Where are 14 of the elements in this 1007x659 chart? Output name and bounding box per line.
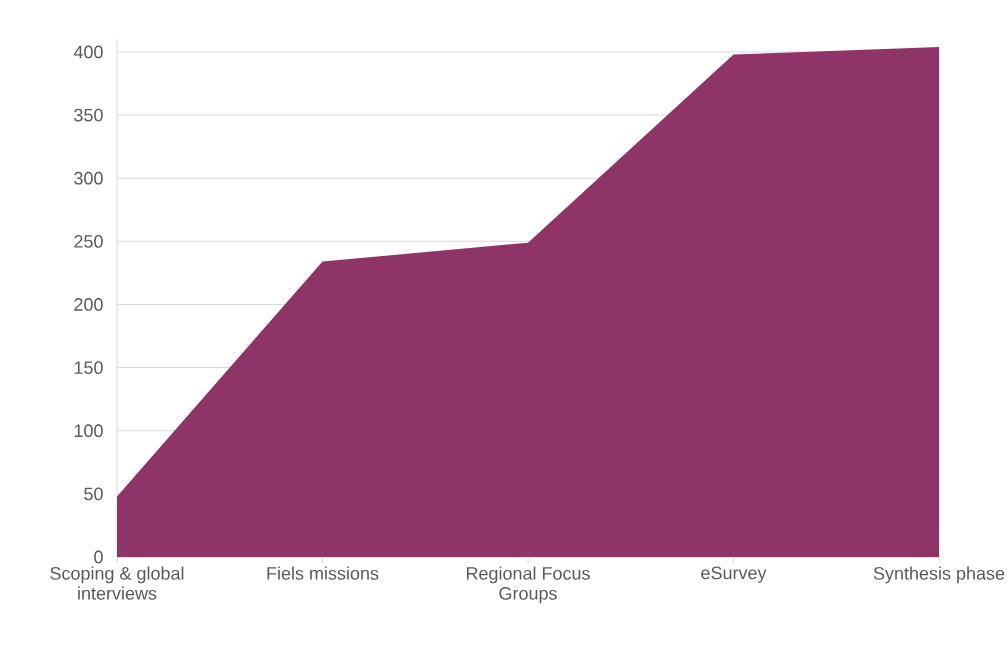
y-tick-label: 50 <box>84 487 103 501</box>
y-tick-label: 350 <box>74 108 103 122</box>
y-tick-label: 150 <box>74 361 103 374</box>
y-tick-label: 0 <box>94 550 103 564</box>
x-tick-label: Fiels missions <box>267 566 379 580</box>
y-tick-label: 250 <box>74 234 103 248</box>
y-tick-label: 200 <box>74 298 103 311</box>
x-tick-label: Scoping & global interviews <box>50 566 184 600</box>
y-tick-label: 100 <box>74 424 103 438</box>
y-tick-label: 400 <box>73 45 103 59</box>
x-tick-label: eSurvey <box>701 566 767 583</box>
x-tick-label: Regional Focus Groups <box>466 566 590 604</box>
x-tick-label: Synthesis phase <box>873 566 1005 584</box>
y-tick-label: 300 <box>74 171 103 185</box>
